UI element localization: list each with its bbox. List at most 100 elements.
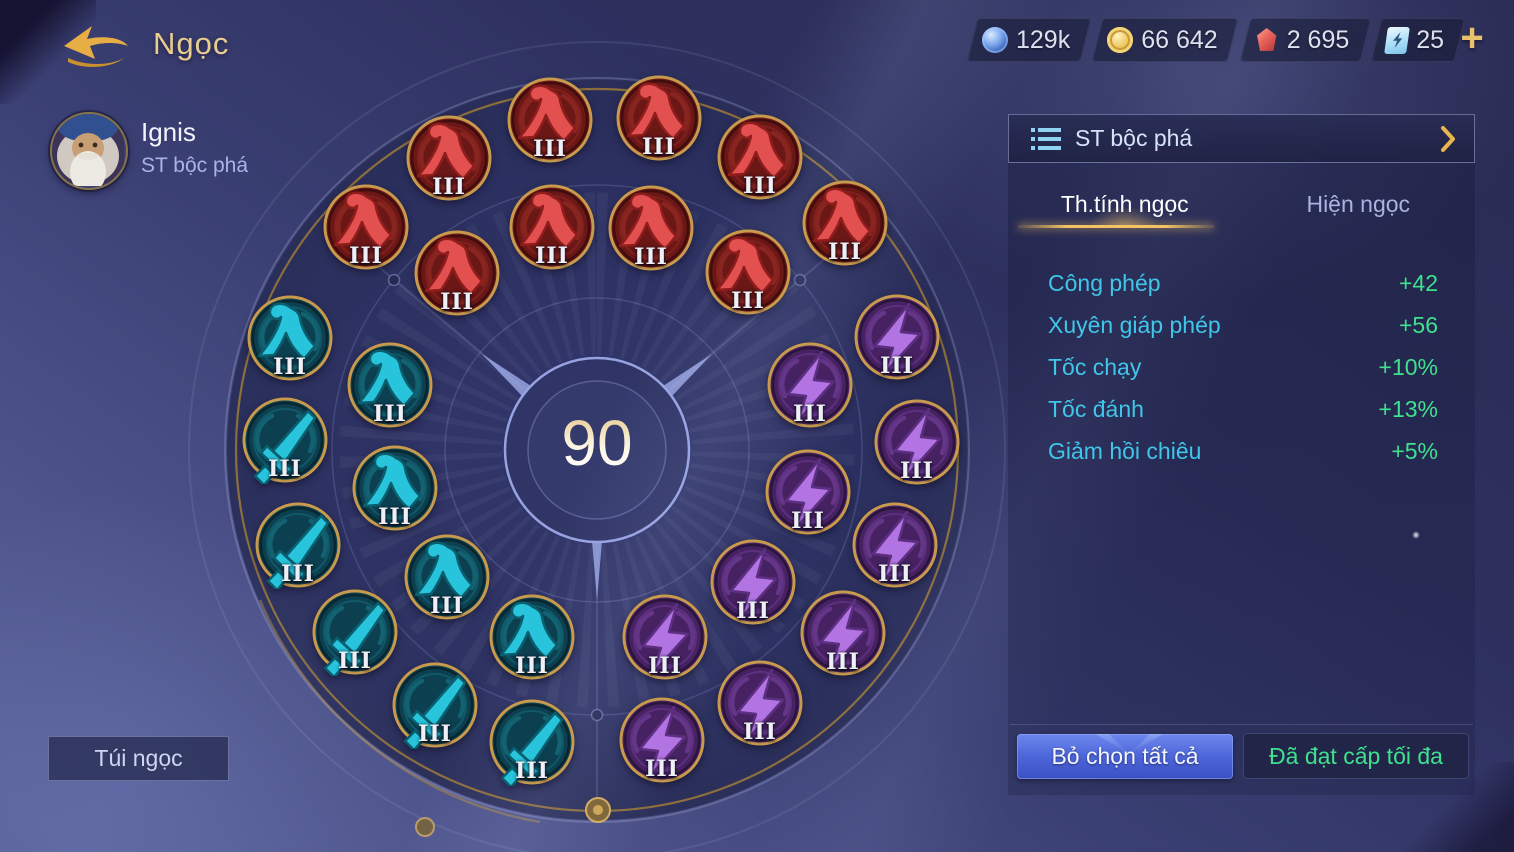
currency-value: 129k <box>1016 25 1071 54</box>
rune-medal-icon <box>509 184 595 270</box>
rune-purple-bolt[interactable]: III <box>764 448 852 552</box>
rune-page-selector[interactable]: ST bộc phá <box>1008 114 1475 163</box>
back-arrow-icon <box>64 26 128 67</box>
rune-purple-bolt[interactable]: III <box>766 341 854 445</box>
rune-red-flame[interactable]: III <box>322 183 410 287</box>
stats-list: Công phép +42 Xuyên giáp phép +56 Tốc chạy +1… <box>1048 262 1438 472</box>
rune-page-level: 90 <box>517 406 677 480</box>
rune-red-flame[interactable]: III <box>413 229 501 333</box>
rune-teal-flame[interactable]: III <box>246 294 334 398</box>
rune-medal-icon <box>800 590 886 676</box>
rune-purple-bolt[interactable]: III <box>799 589 887 693</box>
rune-medal-icon <box>489 594 575 680</box>
rune-level: III <box>515 653 549 679</box>
stat-label: Công phép <box>1048 269 1161 296</box>
rune-purple-bolt[interactable]: III <box>618 696 706 800</box>
rune-level: III <box>349 243 383 269</box>
currency-chip-blue-card[interactable]: 25 <box>1370 18 1466 62</box>
rune-level: III <box>828 239 862 265</box>
rune-level: III <box>826 649 860 675</box>
rune-level: III <box>642 134 676 160</box>
rune-medal-icon <box>312 589 398 679</box>
rune-level: III <box>793 401 827 427</box>
currency-value: 2 695 <box>1286 25 1350 54</box>
deselect-all-button[interactable]: Bỏ chọn tất cả <box>1017 734 1233 779</box>
rune-red-flame[interactable]: III <box>716 113 804 217</box>
back-button[interactable] <box>52 22 134 72</box>
rune-level: III <box>373 401 407 427</box>
rune-purple-bolt[interactable]: III <box>853 293 941 397</box>
tab-rune-display[interactable]: Hiện ngọc <box>1242 178 1476 230</box>
list-icon <box>1031 127 1061 150</box>
rune-medal-icon <box>874 399 960 485</box>
rune-medal-icon <box>619 697 705 783</box>
rune-level: III <box>281 561 315 587</box>
rune-red-flame[interactable]: III <box>508 183 596 287</box>
rune-purple-bolt[interactable]: III <box>873 398 961 502</box>
blue-orb-icon <box>982 27 1008 53</box>
stat-value: +13% <box>1378 395 1438 422</box>
rune-red-flame[interactable]: III <box>607 184 695 288</box>
stat-label: Xuyên giáp phép <box>1048 311 1221 338</box>
chevron-right-icon <box>1441 125 1455 152</box>
rune-medal-icon <box>802 180 888 266</box>
rune-teal-sword[interactable]: III <box>311 588 399 692</box>
rune-level: III <box>645 756 679 782</box>
stat-value: +42 <box>1398 269 1438 296</box>
rune-level: III <box>880 353 914 379</box>
rune-red-flame[interactable]: III <box>506 76 594 180</box>
rune-teal-sword[interactable]: III <box>254 501 342 605</box>
tab-rune-stats[interactable]: Th.tính ngọc <box>1008 178 1242 230</box>
rune-level: III <box>533 136 567 162</box>
rune-red-flame[interactable]: III <box>615 74 703 178</box>
panel-tabs: Th.tính ngọc Hiện ngọc <box>1008 178 1475 230</box>
max-level-button[interactable]: Đã đạt cấp tối đa <box>1243 733 1469 779</box>
stat-row: Giảm hồi chiêu +5% <box>1048 430 1438 472</box>
rune-medal-icon <box>414 230 500 316</box>
rune-level: III <box>430 593 464 619</box>
rune-medal-icon <box>622 594 708 680</box>
rune-bag-button[interactable]: Túi ngọc <box>48 736 229 781</box>
currency-chip-gold-coin[interactable]: 66 642 <box>1091 18 1240 62</box>
rune-level: III <box>648 653 682 679</box>
rune-purple-bolt[interactable]: III <box>851 501 939 605</box>
stat-label: Giảm hồi chiêu <box>1048 437 1202 464</box>
add-currency-button[interactable]: + <box>1460 15 1484 60</box>
rune-red-flame[interactable]: III <box>704 228 792 332</box>
rune-medal-icon <box>717 114 803 200</box>
rune-teal-flame[interactable]: III <box>351 444 439 548</box>
rune-teal-flame[interactable]: III <box>346 341 434 445</box>
rune-medal-icon <box>507 77 593 163</box>
rune-purple-bolt[interactable]: III <box>621 593 709 697</box>
rune-red-flame[interactable]: III <box>405 114 493 218</box>
rune-level: III <box>418 721 452 747</box>
rune-teal-flame[interactable]: III <box>488 593 576 697</box>
red-gem-icon <box>1257 28 1277 51</box>
hero-avatar <box>50 112 128 190</box>
rune-teal-sword[interactable]: III <box>488 698 576 802</box>
currency-chip-blue-orb[interactable]: 129k <box>966 18 1092 62</box>
currency-bar: 129k 66 642 2 695 25 <box>966 17 1466 63</box>
rune-teal-sword[interactable]: III <box>241 396 329 500</box>
hero-name: Ignis <box>141 117 196 147</box>
rune-purple-bolt[interactable]: III <box>716 659 804 763</box>
rune-medal-icon <box>717 660 803 746</box>
rune-level: III <box>878 561 912 587</box>
rune-teal-flame[interactable]: III <box>403 533 491 637</box>
rune-medal-icon <box>489 699 575 789</box>
stat-row: Công phép +42 <box>1048 262 1438 304</box>
rune-medal-icon <box>323 184 409 270</box>
rune-medal-icon <box>255 502 341 592</box>
stat-value: +56 <box>1398 311 1438 338</box>
rune-purple-bolt[interactable]: III <box>709 538 797 642</box>
rune-medal-icon <box>705 229 791 315</box>
rune-medal-icon <box>710 539 796 625</box>
active-tab-underline <box>1018 225 1214 228</box>
rune-medal-icon <box>242 397 328 487</box>
currency-chip-red-gem[interactable]: 2 695 <box>1239 18 1371 62</box>
rune-level: III <box>338 648 372 674</box>
rune-teal-sword[interactable]: III <box>391 661 479 765</box>
rune-red-flame[interactable]: III <box>801 179 889 283</box>
rune-level: III <box>440 289 474 315</box>
